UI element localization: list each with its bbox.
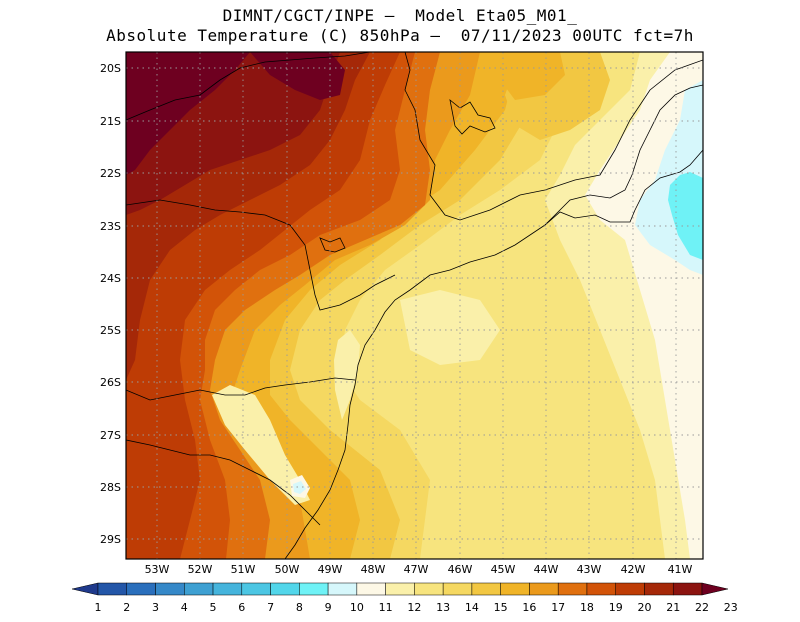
colorbar-label: 5 xyxy=(210,601,217,614)
reservoir-north xyxy=(449,99,496,135)
lon-label: 43W xyxy=(577,563,602,576)
colorbar-swatch xyxy=(442,582,473,596)
lat-label: 25S xyxy=(100,324,121,337)
colorbar-label: 7 xyxy=(267,601,274,614)
colorbar-label: 23 xyxy=(724,601,738,614)
colorbar-swatch xyxy=(644,582,674,596)
colorbar: 1 2 3 4 5 6 7 8 9 10 11 12 13 14 15 16 17 18 19 20 21 22 23 xyxy=(71,582,738,614)
state-border-sc-rs xyxy=(126,439,321,526)
state-border-mg-sp xyxy=(404,52,703,221)
lat-label: 29S xyxy=(100,533,121,546)
field-10-south xyxy=(293,481,306,494)
colorbar-swatch xyxy=(500,582,530,596)
lon-label: 46W xyxy=(448,563,473,576)
lon-axis: 53W 52W 51W 50W 49W 48W 47W 46W 45W 44W … xyxy=(145,563,693,576)
lon-label: 45W xyxy=(491,563,516,576)
state-border-pr-sc xyxy=(126,377,356,401)
colorbar-swatch xyxy=(71,582,99,596)
lon-label: 49W xyxy=(318,563,343,576)
lon-label: 44W xyxy=(534,563,559,576)
colorbar-label: 12 xyxy=(407,601,421,614)
colorbar-label: 10 xyxy=(350,601,364,614)
colorbar-swatch xyxy=(672,582,703,596)
colorbar-swatch xyxy=(615,582,645,596)
colorbar-label: 15 xyxy=(494,601,508,614)
colorbar-label: 17 xyxy=(551,601,565,614)
field-16-north-east xyxy=(500,52,565,100)
lon-label: 50W xyxy=(275,563,300,576)
colorbar-swatch xyxy=(241,582,271,596)
colorbar-label: 21 xyxy=(666,601,680,614)
colorbar-swatch xyxy=(327,582,358,596)
state-border-ms xyxy=(126,52,371,121)
lat-label: 26S xyxy=(100,376,121,389)
graticule xyxy=(126,52,703,559)
colorbar-swatch xyxy=(557,582,588,596)
field-12-coast xyxy=(334,330,360,420)
title-line-2: Absolute Temperature (C) 850hPa – 07/11/… xyxy=(106,26,694,45)
title-line-1: DIMNT/CGCT/INPE – Model Eta05_M01_ xyxy=(222,6,578,25)
colorbar-swatch xyxy=(356,582,386,596)
colorbar-swatch xyxy=(701,582,729,596)
colorbar-swatch xyxy=(97,582,128,596)
lat-label: 21S xyxy=(100,115,121,128)
colorbar-label: 2 xyxy=(123,601,130,614)
colorbar-swatch xyxy=(126,582,156,596)
colorbar-label: 13 xyxy=(436,601,450,614)
lon-label: 42W xyxy=(621,563,646,576)
colorbar-swatch xyxy=(299,582,329,596)
field-9-east xyxy=(668,172,703,260)
lon-label: 52W xyxy=(188,563,213,576)
colorbar-swatch xyxy=(270,582,300,596)
reservoir-west xyxy=(319,237,346,253)
colorbar-label: 6 xyxy=(238,601,245,614)
lon-label: 51W xyxy=(231,563,256,576)
lon-label: 41W xyxy=(668,563,693,576)
colorbar-swatch xyxy=(471,582,501,596)
colorbar-label: 8 xyxy=(296,601,303,614)
lat-label: 20S xyxy=(100,62,121,75)
lat-label: 24S xyxy=(100,272,121,285)
colorbar-swatch xyxy=(586,582,616,596)
lat-label: 23S xyxy=(100,220,121,233)
colorbar-label: 18 xyxy=(580,601,594,614)
plot-frame xyxy=(125,51,704,560)
state-border-es xyxy=(631,84,703,176)
lat-axis: 20S 21S 22S 23S 24S 25S 26S 27S 28S 29S xyxy=(100,62,121,546)
colorbar-label: 20 xyxy=(637,601,651,614)
colorbar-label: 1 xyxy=(95,601,102,614)
colorbar-label: 16 xyxy=(522,601,536,614)
temperature-field xyxy=(126,52,703,559)
boundaries xyxy=(126,52,703,559)
coastline xyxy=(284,149,703,559)
lat-label: 28S xyxy=(100,481,121,494)
colorbar-swatch xyxy=(155,582,185,596)
colorbar-label: 11 xyxy=(379,601,393,614)
field-12-center xyxy=(400,290,500,365)
field-12-south xyxy=(212,385,310,505)
colorbar-swatch xyxy=(184,582,214,596)
colorbar-swatch xyxy=(212,582,243,596)
colorbar-label: 3 xyxy=(152,601,159,614)
colorbar-label: 22 xyxy=(695,601,709,614)
lon-label: 53W xyxy=(145,563,170,576)
lat-label: 22S xyxy=(100,167,121,180)
state-border-rj xyxy=(544,174,633,226)
state-border-sp-pr xyxy=(126,199,396,311)
colorbar-swatch xyxy=(529,582,559,596)
colorbar-label: 9 xyxy=(325,601,332,614)
lon-label: 48W xyxy=(361,563,386,576)
field-23-north xyxy=(250,52,345,100)
colorbar-label: 19 xyxy=(609,601,623,614)
colorbar-label: 4 xyxy=(181,601,188,614)
lat-label: 27S xyxy=(100,429,121,442)
field-23 xyxy=(126,52,250,175)
lon-label: 47W xyxy=(404,563,429,576)
colorbar-swatch xyxy=(385,582,415,596)
colorbar-label: 14 xyxy=(465,601,479,614)
colorbar-swatch xyxy=(414,582,444,596)
